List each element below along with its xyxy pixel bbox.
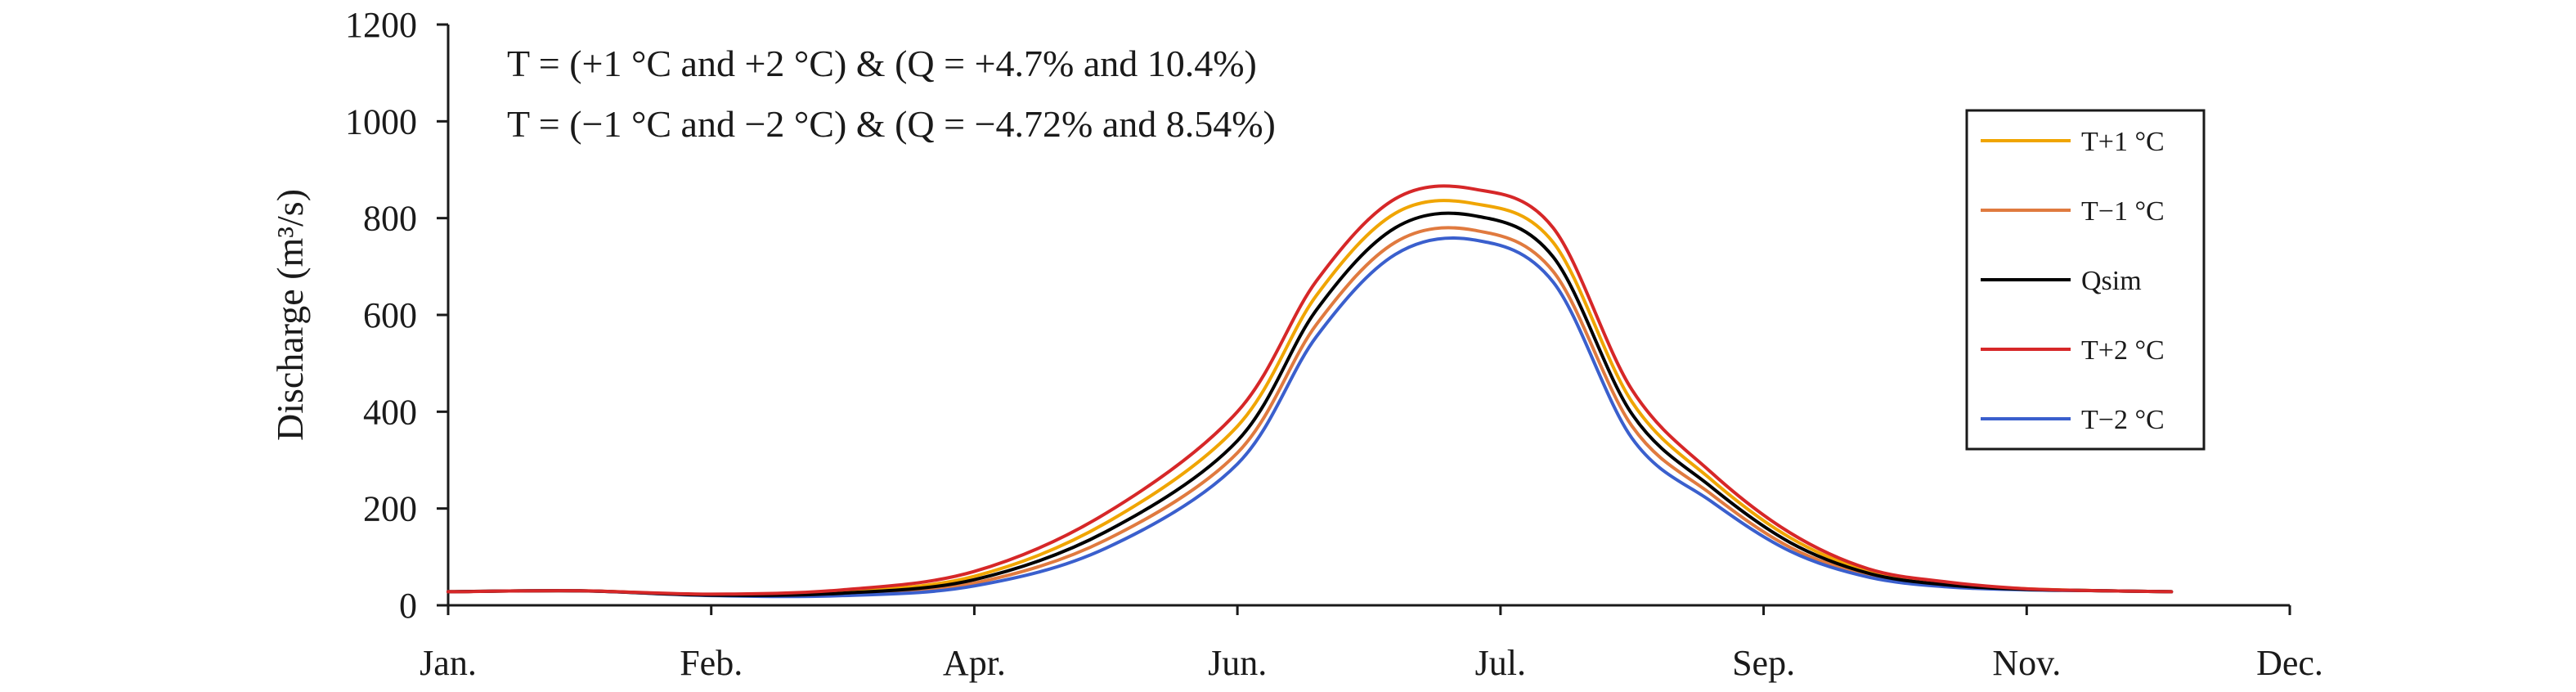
series-line-1	[447, 226, 2174, 598]
legend-label: T−2 °C	[2081, 405, 2165, 435]
legend-label: T+2 °C	[2081, 335, 2165, 366]
plot-area: 0 200 400 600 800 1000 1200 Jan. Feb. Apr. Jun. Ju…	[345, 5, 2323, 683]
x-tick-label: Jun.	[1208, 643, 1267, 683]
annotation-2: T = (−1 °C and −2 °C) & (Q = −4.72% and …	[507, 103, 1276, 145]
series-line-0	[447, 199, 2174, 597]
y-tick-label: 1000	[345, 101, 417, 142]
y-tick-label: 200	[363, 489, 417, 529]
x-tick-label: Feb.	[680, 643, 743, 683]
x-tick-label: Nov.	[1992, 643, 2061, 683]
y-tick-label: 0	[399, 586, 417, 626]
legend-label: T+1 °C	[2081, 127, 2165, 157]
legend: T+1 °C T−1 °C Qsim T+2 °C T−2 °C	[1965, 109, 2206, 451]
x-tick-label: Dec.	[2256, 643, 2323, 683]
y-axis-label: Discharge (m³/s)	[269, 189, 311, 441]
series-line-4	[447, 236, 2174, 599]
y-tick-label: 800	[363, 199, 417, 239]
y-ticks: 0 200 400 600 800 1000 1200	[345, 5, 448, 626]
x-tick-label: Sep.	[1732, 643, 1795, 683]
y-tick-label: 1200	[345, 5, 417, 45]
series-line-2	[447, 211, 2174, 597]
legend-items: T+1 °C T−1 °C Qsim T+2 °C T−2 °C	[1981, 127, 2165, 435]
x-tick-label: Apr.	[943, 643, 1006, 683]
y-tick-label: 600	[363, 295, 417, 335]
x-ticks: Jan. Feb. Apr. Jun. Jul. Sep. Nov. Dec.	[420, 605, 2323, 683]
series-line-3	[447, 184, 2174, 596]
x-tick-label: Jul.	[1475, 643, 1526, 683]
x-tick-label: Jan.	[420, 643, 477, 683]
y-tick-label: 400	[363, 392, 417, 432]
legend-label: Qsim	[2081, 266, 2142, 296]
legend-label: T−1 °C	[2081, 196, 2165, 227]
annotation-1: T = (+1 °C and +2 °C) & (Q = +4.7% and 1…	[507, 43, 1257, 84]
series-lines	[447, 184, 2174, 599]
